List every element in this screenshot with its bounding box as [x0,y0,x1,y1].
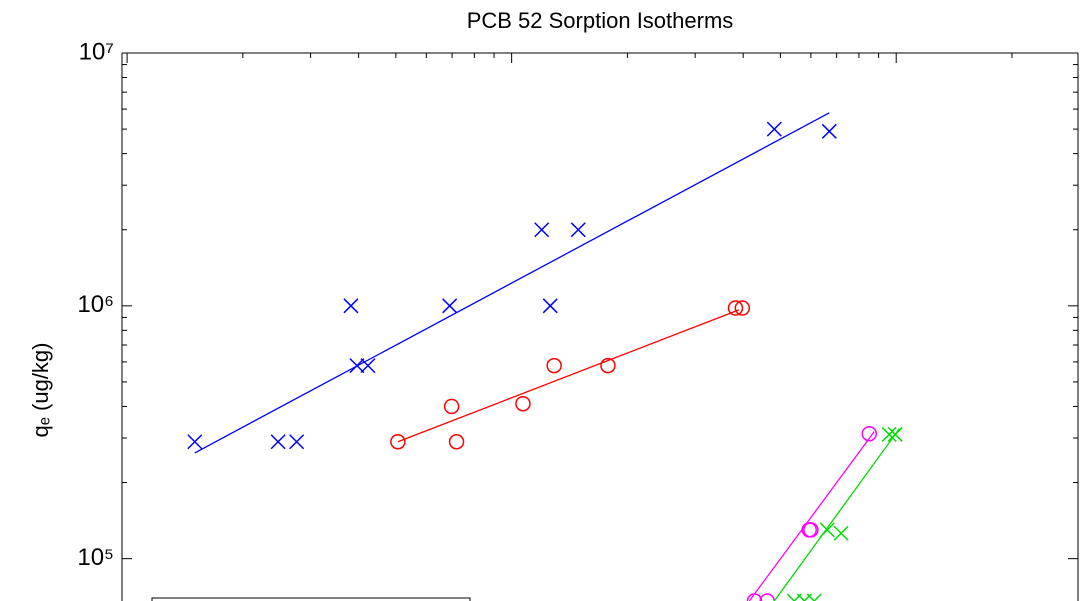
marker-circle [727,300,744,316]
marker-x [187,434,203,450]
marker-x [534,222,550,238]
marker-circle [746,593,763,601]
marker-x [887,426,903,442]
marker-circle [803,522,819,538]
fit-line [748,431,875,601]
marker-x [833,525,849,541]
marker-x [881,426,897,442]
marker-x [442,298,458,314]
fit-line [773,428,900,601]
y-tick-label: 10⁶ [77,291,114,318]
marker-x [766,121,782,137]
marker-x [819,522,835,538]
marker-circle [443,398,460,415]
marker-x [343,298,359,314]
marker-x [270,434,286,450]
y-tick-label: 10⁵ [77,544,114,571]
marker-x [821,123,837,139]
y-axis-label: qₑ (ug/kg) [28,343,53,438]
legend-box [151,597,471,601]
marker-circle [515,395,531,412]
marker-x [360,358,376,374]
marker-circle [546,357,562,374]
marker-x [542,298,558,314]
marker-circle [600,357,616,374]
marker-circle [390,433,406,450]
marker-x [349,358,365,374]
marker-circle [759,593,775,601]
plot-area [187,112,903,601]
marker-x [570,222,586,238]
marker-circle [448,433,465,450]
marker-circle [861,425,878,442]
y-tick-label: 10⁷ [79,38,114,65]
marker-x [289,434,305,450]
chart-title: PCB 52 Sorption Isotherms [467,8,734,33]
marker-circle [734,300,751,316]
fit-line [194,112,830,454]
fit-line [397,309,740,443]
marker-x [806,593,822,601]
